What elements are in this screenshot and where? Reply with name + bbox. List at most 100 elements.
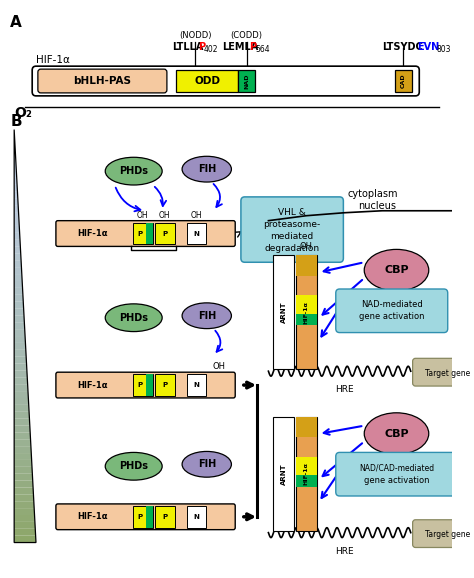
Ellipse shape xyxy=(105,304,162,332)
Text: mediated: mediated xyxy=(271,232,314,241)
FancyBboxPatch shape xyxy=(56,372,235,398)
Polygon shape xyxy=(14,460,32,467)
Polygon shape xyxy=(14,191,18,198)
FancyBboxPatch shape xyxy=(56,221,235,246)
Text: P: P xyxy=(162,514,167,520)
FancyBboxPatch shape xyxy=(155,506,174,528)
Polygon shape xyxy=(14,267,22,274)
Text: HIF-1α: HIF-1α xyxy=(304,301,309,324)
Text: PHDs: PHDs xyxy=(119,461,148,471)
Text: P: P xyxy=(198,42,205,52)
Polygon shape xyxy=(14,480,33,487)
Ellipse shape xyxy=(364,249,429,291)
Text: CBP: CBP xyxy=(384,429,409,439)
Polygon shape xyxy=(14,150,16,157)
Polygon shape xyxy=(14,391,28,398)
Text: VHL &: VHL & xyxy=(278,208,306,217)
Polygon shape xyxy=(14,240,20,247)
Text: ARNT: ARNT xyxy=(281,463,287,484)
Text: OH: OH xyxy=(191,210,202,220)
Polygon shape xyxy=(14,309,24,316)
Text: A: A xyxy=(10,14,22,29)
Polygon shape xyxy=(14,205,18,212)
Text: N: N xyxy=(193,514,200,520)
Polygon shape xyxy=(14,529,36,536)
Ellipse shape xyxy=(182,156,231,182)
Polygon shape xyxy=(14,405,29,412)
Text: FIH: FIH xyxy=(198,460,216,469)
Polygon shape xyxy=(14,323,25,329)
Polygon shape xyxy=(14,536,36,543)
Text: HIF-1α: HIF-1α xyxy=(36,55,70,65)
Polygon shape xyxy=(14,425,30,432)
Polygon shape xyxy=(14,398,29,405)
Text: ODD: ODD xyxy=(194,76,220,86)
FancyBboxPatch shape xyxy=(146,506,153,528)
FancyBboxPatch shape xyxy=(296,255,317,276)
Polygon shape xyxy=(14,508,35,515)
FancyBboxPatch shape xyxy=(187,223,206,244)
FancyBboxPatch shape xyxy=(296,295,317,324)
Text: OH: OH xyxy=(212,362,226,371)
Text: NAD/CAD-mediated: NAD/CAD-mediated xyxy=(359,464,434,473)
Polygon shape xyxy=(14,295,23,302)
Polygon shape xyxy=(14,446,31,453)
Text: FIH: FIH xyxy=(198,164,216,174)
Text: P: P xyxy=(162,231,167,236)
Text: P: P xyxy=(137,514,143,520)
Text: CAD: CAD xyxy=(401,74,406,88)
Text: LTSYDC: LTSYDC xyxy=(382,42,423,52)
Polygon shape xyxy=(14,316,24,323)
Polygon shape xyxy=(14,302,24,309)
Ellipse shape xyxy=(182,451,231,477)
Polygon shape xyxy=(14,281,23,288)
FancyBboxPatch shape xyxy=(176,70,238,92)
Text: P: P xyxy=(162,382,167,388)
FancyBboxPatch shape xyxy=(296,314,317,325)
Polygon shape xyxy=(14,357,27,364)
Polygon shape xyxy=(14,494,34,501)
Text: O₂: O₂ xyxy=(15,106,33,120)
Polygon shape xyxy=(14,501,34,508)
FancyBboxPatch shape xyxy=(238,70,255,92)
FancyBboxPatch shape xyxy=(187,374,206,396)
Polygon shape xyxy=(14,136,15,143)
Polygon shape xyxy=(14,487,34,494)
Polygon shape xyxy=(14,453,32,460)
Polygon shape xyxy=(14,274,22,281)
Text: N: N xyxy=(193,231,200,236)
Polygon shape xyxy=(14,177,17,184)
Text: Target gene: Target gene xyxy=(425,369,470,377)
Text: B: B xyxy=(10,114,22,129)
Polygon shape xyxy=(14,247,21,253)
FancyBboxPatch shape xyxy=(296,457,317,485)
Polygon shape xyxy=(14,226,19,233)
Ellipse shape xyxy=(105,157,162,185)
FancyBboxPatch shape xyxy=(133,506,153,528)
Polygon shape xyxy=(14,212,19,219)
Text: Target gene: Target gene xyxy=(425,530,470,539)
Text: proteasome-: proteasome- xyxy=(264,220,321,229)
Ellipse shape xyxy=(105,453,162,480)
FancyBboxPatch shape xyxy=(187,506,206,528)
Polygon shape xyxy=(14,329,25,336)
Text: FIH: FIH xyxy=(198,311,216,321)
Polygon shape xyxy=(14,288,23,295)
FancyBboxPatch shape xyxy=(336,453,457,496)
Text: 564: 564 xyxy=(255,45,270,54)
Text: 402: 402 xyxy=(204,45,219,54)
FancyBboxPatch shape xyxy=(146,374,153,396)
Polygon shape xyxy=(14,164,16,171)
FancyBboxPatch shape xyxy=(296,255,317,369)
Text: HIF-1α: HIF-1α xyxy=(304,462,309,485)
Text: N: N xyxy=(193,382,200,388)
Polygon shape xyxy=(14,370,27,377)
Text: (NODD): (NODD) xyxy=(179,31,211,40)
Text: LEMLA: LEMLA xyxy=(222,42,258,52)
Polygon shape xyxy=(14,522,35,529)
Polygon shape xyxy=(14,336,26,343)
Text: NAD-mediated: NAD-mediated xyxy=(361,301,423,309)
Polygon shape xyxy=(14,412,29,418)
Text: nucleus: nucleus xyxy=(358,201,397,211)
Text: (CODD): (CODD) xyxy=(230,31,263,40)
